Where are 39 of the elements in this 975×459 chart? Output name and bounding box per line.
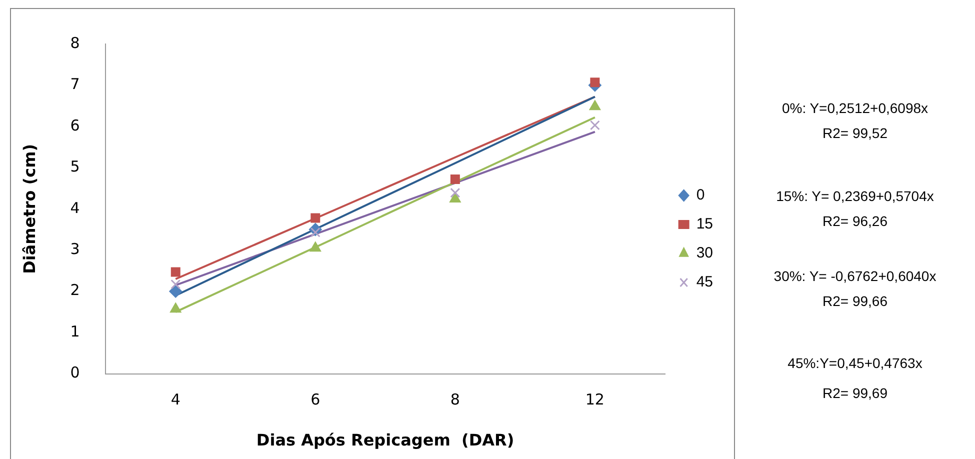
legend-label: 0 [696,186,705,204]
point [449,192,461,203]
legend-label: 45 [696,274,714,291]
point [310,213,320,223]
x-tick-label: 4 [170,390,180,409]
y-tick-label: 8 [70,34,80,52]
text: R2= 99,66 [822,293,888,309]
text: R2= 99,52 [822,125,888,141]
x-tick-label: 6 [310,390,320,409]
y-tick-label: 5 [70,158,80,176]
point [450,188,460,198]
text: 45%:Y=0,45+0,4763x [786,355,924,371]
text: R2= 96,26 [822,213,888,229]
legend-label: 15 [696,216,714,233]
y-tick-label: 7 [70,75,80,94]
legend-label: 30 [696,244,714,262]
point [170,302,182,313]
y-axis-title: Diâmetro (cm) [20,144,39,274]
y-tick-label: 6 [70,116,80,134]
text: 15%: Y= 0,2369+0,5704x [775,188,935,204]
y-tick-label: 4 [70,198,80,217]
x-tick-label: 8 [450,390,460,409]
y-tick-label: 3 [70,240,80,258]
point [590,120,600,130]
y-tick-label: 1 [70,322,80,340]
point [310,242,322,252]
point [590,78,600,88]
y-tick-label: 2 [70,281,80,300]
point [169,284,182,298]
text: 0%: Y=0,2512+0,6098x [780,100,930,116]
x-tick-label: 12 [585,390,604,409]
point [589,100,601,110]
text: 30%: Y= -0,6762+0,6040x [772,268,938,284]
text: R2= 99,69 [822,385,888,401]
y-tick-label: 0 [70,364,80,382]
point [450,174,460,184]
x-axis-title: Dias Após Repicagem (DAR) [256,430,514,450]
point [170,279,181,290]
point [170,267,180,277]
